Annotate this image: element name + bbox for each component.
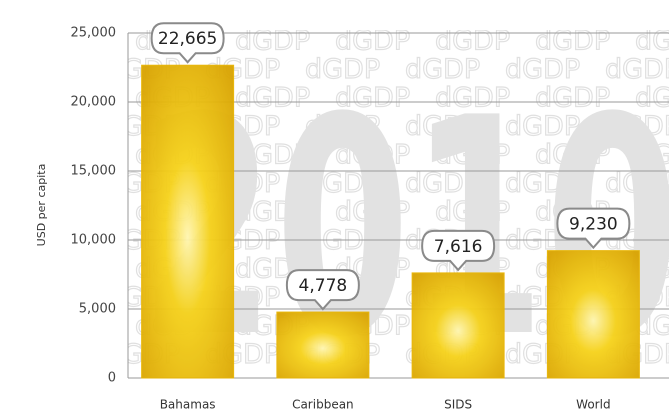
y-tick-label: 15,000 xyxy=(71,164,117,179)
value-callout xyxy=(556,207,631,250)
pattern-text: dGDP xyxy=(305,111,380,142)
pattern-text: dGDP xyxy=(635,83,669,114)
x-tick-label: Caribbean xyxy=(292,398,354,412)
pattern-text: dGDP xyxy=(635,140,669,171)
bar xyxy=(276,311,370,379)
value-label: 9,230 xyxy=(569,215,618,235)
y-tick-label: 20,000 xyxy=(71,95,117,110)
pattern-text: dGDP xyxy=(235,197,310,228)
y-tick-label: 5,000 xyxy=(79,302,116,317)
pattern-text: dGDP xyxy=(335,26,410,57)
pattern-text: dGDP xyxy=(535,26,610,57)
pattern-text: dGDP xyxy=(405,168,480,199)
pattern-text: dGDP xyxy=(505,54,580,85)
pattern-text: dGDP xyxy=(635,311,669,342)
x-tick-label: SIDS xyxy=(444,398,472,412)
bar xyxy=(411,272,505,379)
pattern-text: dGDP xyxy=(435,26,510,57)
pattern-text: dGDP xyxy=(235,26,310,57)
bar xyxy=(546,250,640,379)
pattern-text: dGDP xyxy=(235,83,310,114)
pattern-text: dGDP xyxy=(335,197,410,228)
pattern-text: dGDP xyxy=(235,140,310,171)
value-label: 22,665 xyxy=(158,29,217,49)
x-tick-label: World xyxy=(576,398,610,412)
pattern-text: dGDP xyxy=(635,197,669,228)
pattern-text: dGDP xyxy=(605,54,669,85)
value-callout xyxy=(285,269,360,311)
bar xyxy=(141,64,235,379)
pattern-text: dGDP xyxy=(435,83,510,114)
pattern-text: dGDP xyxy=(505,111,580,142)
y-tick-label: 10,000 xyxy=(71,233,117,248)
value-callout xyxy=(150,22,225,64)
value-label: 4,778 xyxy=(299,276,348,296)
y-tick-label: 0 xyxy=(108,371,116,386)
y-tick-label: 25,000 xyxy=(71,26,117,41)
pattern-text: dGDP xyxy=(605,111,669,142)
pattern-text: dGDP xyxy=(335,83,410,114)
x-tick-label: Bahamas xyxy=(160,398,216,412)
pattern-text: dGDP xyxy=(535,140,610,171)
pattern-text: dGDP xyxy=(305,54,380,85)
pattern-text: dGDP xyxy=(505,168,580,199)
pattern-text: dGDP xyxy=(305,168,380,199)
value-label: 7,616 xyxy=(434,237,483,257)
pattern-text: dGDP xyxy=(535,83,610,114)
pattern-text: dGDP xyxy=(405,54,480,85)
pattern-text: dGDP xyxy=(435,197,510,228)
pattern-text: dGDP xyxy=(635,254,669,285)
pattern-text: dGDP xyxy=(405,111,480,142)
pattern-text: dGDP xyxy=(335,140,410,171)
y-axis-title: USD per capita xyxy=(35,164,48,247)
value-callout xyxy=(421,229,496,272)
pattern-text: dGDP xyxy=(635,26,669,57)
pattern-text: dGDP xyxy=(605,168,669,199)
pattern-text: dGDP xyxy=(435,140,510,171)
